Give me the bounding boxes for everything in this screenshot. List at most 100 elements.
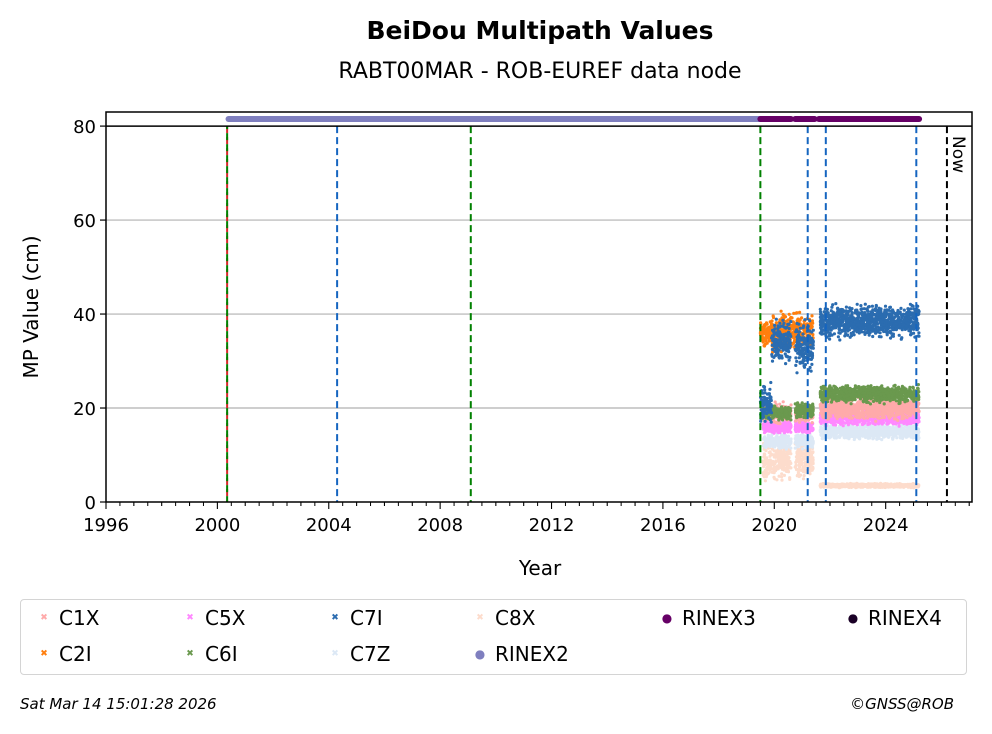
- data-point-c7z: [838, 426, 842, 430]
- data-point-c5x: [770, 427, 774, 431]
- data-point-c8x: [779, 460, 783, 464]
- data-point-c8x: [838, 483, 842, 487]
- data-point-c7z: [874, 431, 878, 435]
- data-point-c5x: [804, 430, 808, 434]
- data-point-c7z: [782, 444, 787, 448]
- data-point-c8x: [761, 461, 765, 465]
- data-point-c7z: [839, 429, 843, 433]
- data-point-c8x: [780, 472, 784, 476]
- data-point-c8x: [803, 468, 807, 472]
- data-point-c7z: [871, 427, 876, 431]
- data-point-c8x: [907, 483, 911, 487]
- data-point-c8x: [847, 483, 851, 487]
- data-point-c5x: [767, 422, 771, 426]
- data-point-c1x: [794, 419, 798, 423]
- data-point-c5x: [912, 421, 916, 425]
- data-point-c7z: [845, 434, 849, 438]
- data-point-c7z: [868, 425, 872, 429]
- data-point-c5x: [867, 421, 871, 426]
- data-point-c8x: [862, 483, 867, 487]
- data-point-c8x: [765, 466, 769, 470]
- data-point-c1x: [778, 422, 782, 426]
- data-point-c7z: [868, 436, 872, 440]
- data-point-c7z: [826, 434, 831, 438]
- data-point-c8x: [877, 483, 882, 487]
- data-point-c5x: [762, 431, 767, 435]
- data-point-c5x: [906, 419, 910, 423]
- data-point-c8x: [763, 458, 768, 462]
- data-point-c8x: [835, 484, 839, 488]
- data-point-c7z: [808, 445, 812, 449]
- data-point-c7z: [766, 434, 771, 438]
- data-point-c7z: [839, 432, 843, 436]
- data-point-c8x: [781, 465, 785, 469]
- data-point-c7z: [894, 428, 898, 432]
- data-point-c1x: [868, 414, 873, 419]
- data-point-c5x: [855, 423, 859, 427]
- data-point-c5x: [789, 430, 793, 434]
- data-point-c8x: [767, 461, 771, 465]
- data-point-c8x: [761, 471, 766, 475]
- data-point-c7z: [902, 430, 907, 434]
- data-point-c8x: [776, 459, 781, 463]
- data-point-c7z: [801, 441, 805, 445]
- data-point-c8x: [780, 475, 784, 479]
- data-point-c5x: [881, 420, 886, 425]
- data-point-c8x: [780, 478, 784, 482]
- data-point-c8x: [775, 478, 779, 482]
- data-point-c8x: [771, 467, 775, 471]
- data-point-c7z: [777, 446, 781, 450]
- data-point-c5x: [819, 421, 823, 425]
- data-point-c8x: [811, 461, 815, 465]
- data-point-c8x: [794, 463, 798, 467]
- data-point-c7z: [785, 436, 789, 440]
- data-point-c7z: [778, 439, 782, 443]
- data-point-c7z: [775, 435, 779, 439]
- data-point-c5x: [786, 430, 790, 434]
- data-point-c8x: [888, 485, 893, 489]
- data-point-c8x: [885, 483, 889, 487]
- data-point-c8x: [811, 458, 815, 462]
- data-point-c8x: [769, 463, 773, 468]
- data-point-c5x: [771, 423, 775, 427]
- data-point-c7z: [789, 446, 793, 450]
- data-point-c5x: [762, 423, 767, 427]
- data-point-c8x: [798, 473, 803, 477]
- data-point-c5x: [810, 429, 814, 433]
- data-point-c8x: [882, 484, 886, 488]
- data-point-c7z: [779, 435, 783, 439]
- data-point-c7z: [871, 437, 875, 441]
- data-point-c5x: [834, 423, 838, 427]
- data-point-c8x: [774, 455, 778, 459]
- data-point-c1x: [773, 420, 777, 424]
- data-point-c8x: [803, 463, 807, 467]
- data-point-c7z: [860, 432, 864, 436]
- data-point-c7z: [772, 438, 776, 442]
- data-point-c7z: [784, 447, 788, 451]
- data-point-c8x: [782, 456, 786, 460]
- data-point-c7z: [800, 447, 805, 451]
- data-point-c8x: [763, 479, 768, 483]
- data-point-c5x: [786, 423, 790, 427]
- data-point-c8x: [766, 471, 770, 476]
- data-point-c8x: [803, 460, 807, 465]
- data-point-c7z: [799, 436, 803, 440]
- scatter-points: [758, 302, 921, 490]
- data-point-c7z: [850, 426, 854, 430]
- data-point-c8x: [786, 469, 790, 473]
- data-point-c8x: [798, 465, 802, 469]
- data-point-c7z: [803, 435, 807, 439]
- data-point-c8x: [764, 475, 768, 479]
- data-point-c8x: [794, 455, 799, 459]
- data-point-c7z: [853, 436, 857, 440]
- data-point-c8x: [762, 452, 766, 456]
- data-point-c7z: [795, 435, 799, 439]
- data-point-c8x: [772, 475, 776, 479]
- data-point-c8x: [768, 468, 772, 472]
- data-point-c7z: [899, 433, 903, 437]
- data-point-c5x: [900, 420, 904, 424]
- data-point-c8x: [788, 465, 792, 469]
- data-point-c8x: [798, 457, 802, 461]
- data-point-c8x: [784, 458, 789, 462]
- data-point-c7z: [796, 440, 800, 444]
